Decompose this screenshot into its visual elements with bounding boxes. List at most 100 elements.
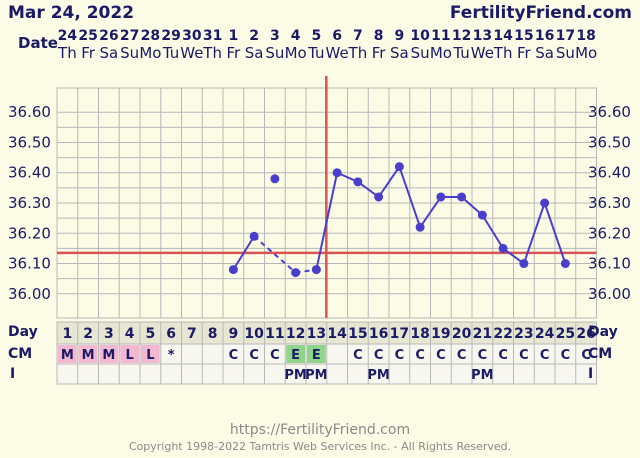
cm-value: C xyxy=(270,348,280,363)
weekday: We xyxy=(471,44,494,62)
cycle-day-number: 17 xyxy=(390,326,409,342)
y-tick-right: 36.10 xyxy=(588,255,631,273)
site-name: FertilityFriend.com xyxy=(450,3,632,23)
cm-value: L xyxy=(125,348,133,363)
cycle-day-number: 5 xyxy=(146,326,156,342)
temperature-series xyxy=(57,76,597,318)
date-number: 8 xyxy=(374,28,384,44)
y-tick-left: 36.60 xyxy=(8,103,51,121)
temperature-point xyxy=(436,192,446,202)
weekday: Sa xyxy=(390,44,409,62)
cycle-day-number: 1 xyxy=(63,326,73,342)
temperature-point xyxy=(249,231,259,241)
weekday: Th xyxy=(57,44,77,62)
cm-value: E xyxy=(291,348,300,363)
cm-menstrual-cell xyxy=(99,345,119,363)
intercourse-value: PM xyxy=(367,368,389,383)
cycle-day-number: 22 xyxy=(493,326,512,342)
y-axis-ticks: 36.60 36.60 36.50 36.50 36.40 36.40 36.30 36.30… xyxy=(8,103,631,303)
weekday: Mo xyxy=(285,44,307,62)
cm-value: C xyxy=(561,348,571,363)
y-tick-left: 36.50 xyxy=(8,133,51,151)
weekday: Fr xyxy=(517,44,532,62)
cm-eggwhite-cell xyxy=(286,345,305,363)
cycle-day-number: 7 xyxy=(187,326,197,342)
intercourse-value: PM xyxy=(284,368,306,383)
date-number: 17 xyxy=(556,28,575,44)
temperature-point xyxy=(374,192,384,202)
weekday: Tu xyxy=(452,44,469,62)
temperature-point xyxy=(477,210,487,220)
cm-menstrual-cell xyxy=(58,345,77,363)
temperature-point xyxy=(270,174,280,184)
weekday: Mo xyxy=(139,44,161,62)
cm-value: M xyxy=(82,348,95,363)
series-segment xyxy=(232,235,255,271)
cm-value: C xyxy=(581,348,591,363)
cm-value: C xyxy=(353,348,363,363)
date-number: 2 xyxy=(249,28,259,44)
cm-value: M xyxy=(61,348,74,363)
cycle-day-number: 13 xyxy=(307,326,326,342)
cycle-day-number: 14 xyxy=(327,326,347,342)
weekday: Tu xyxy=(162,44,179,62)
date-number: 6 xyxy=(332,28,342,44)
weekday: Mo xyxy=(575,44,597,62)
date-number: 11 xyxy=(431,28,450,44)
series-segment-dashed xyxy=(253,235,297,274)
y-tick-right: 36.20 xyxy=(588,224,631,242)
series-segment xyxy=(377,166,401,198)
weekday: Su xyxy=(120,44,139,62)
row-label-cm-left: CM xyxy=(8,346,32,362)
cm-value: C xyxy=(540,348,550,363)
cm-value: M xyxy=(102,348,115,363)
row-label-i-right: I xyxy=(588,366,593,382)
cycle-day-number: 21 xyxy=(473,326,492,342)
y-tick-left: 36.10 xyxy=(8,255,51,273)
temperature-point xyxy=(457,192,467,202)
footer-copyright: Copyright 1998-2022 Tamtris Web Services… xyxy=(129,440,511,453)
cycle-day-number: 15 xyxy=(348,326,367,342)
date-number: 31 xyxy=(203,28,222,44)
row-label-cm-right: CM xyxy=(588,346,612,362)
cm-menstrual-cell xyxy=(120,345,139,363)
date-number: 28 xyxy=(141,28,160,44)
date-number: 26 xyxy=(99,28,118,44)
weekday: Fr xyxy=(227,44,242,62)
temperature-point xyxy=(291,268,301,278)
cm-value: L xyxy=(146,348,154,363)
series-segment xyxy=(522,202,546,264)
y-tick-left: 36.00 xyxy=(8,285,51,303)
cm-value: C xyxy=(498,348,508,363)
date-number: 24 xyxy=(58,28,78,44)
row-label-i-left: I xyxy=(10,366,15,382)
date-number: 4 xyxy=(291,28,301,44)
cycle-day-number: 11 xyxy=(265,326,284,342)
weekday: Fr xyxy=(81,44,96,62)
cm-value: C xyxy=(436,348,446,363)
weekday: We xyxy=(326,44,349,62)
footer-url[interactable]: https://FertilityFriend.com xyxy=(230,422,410,438)
weekday: Sa xyxy=(535,44,554,62)
cm-menstrual-cell xyxy=(141,345,160,363)
cm-value: C xyxy=(374,348,384,363)
temperature-point xyxy=(394,162,404,172)
temperature-point xyxy=(228,265,238,275)
temperature-point xyxy=(415,222,425,232)
cm-value: C xyxy=(519,348,529,363)
date-number: 12 xyxy=(452,28,471,44)
cycle-day-number: 2 xyxy=(83,326,93,342)
temperature-point xyxy=(498,243,508,253)
y-tick-right: 36.30 xyxy=(588,194,631,212)
weekday: Th xyxy=(202,44,222,62)
date-number: 30 xyxy=(182,28,202,44)
temperature-point xyxy=(540,198,550,208)
cm-value: C xyxy=(229,348,239,363)
cm-value: C xyxy=(415,348,425,363)
intercourse-value: PM xyxy=(471,368,493,383)
cycle-day-number: 25 xyxy=(556,326,575,342)
cm-value: C xyxy=(478,348,488,363)
series-segment xyxy=(398,166,422,228)
